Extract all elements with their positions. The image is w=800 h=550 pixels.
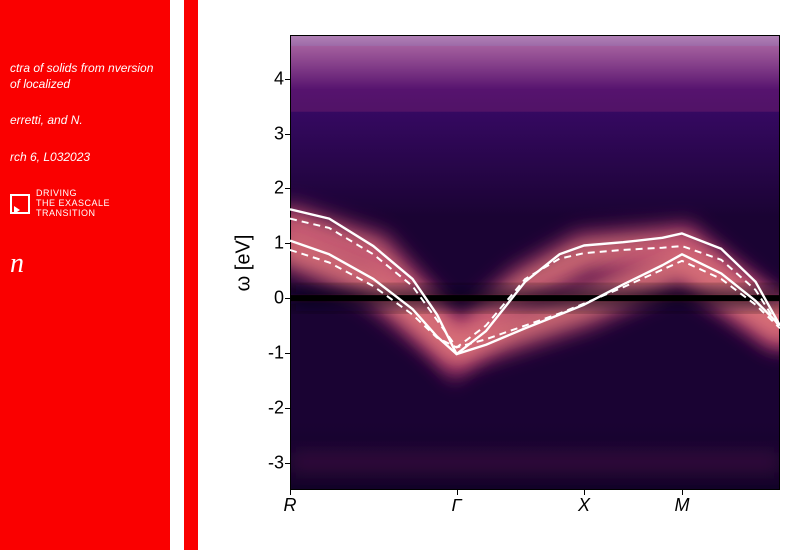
- x-tick-mark: [682, 490, 683, 495]
- x-tick-label: M: [675, 495, 690, 516]
- sidebar-panel: ctra of solids from nversion of localize…: [0, 0, 170, 550]
- logo-tagline: DRIVING THE EXASCALE TRANSITION: [36, 189, 110, 219]
- spectral-chart: ω [eV] -3 -2 -1 0 1 2 3 4 R Γ X M: [230, 15, 790, 535]
- paper-title: ctra of solids from nversion of localize…: [10, 60, 160, 92]
- paper-reference: rch 6, L032023: [10, 149, 160, 165]
- y-tick-mark: [285, 353, 290, 354]
- y-tick-label: -1: [254, 342, 284, 363]
- y-tick-mark: [285, 79, 290, 80]
- x-tick-mark: [457, 490, 458, 495]
- plot-frame: ω [eV] -3-2-101234RΓXM: [290, 35, 780, 490]
- logo-icon: [10, 194, 30, 214]
- max-logo: DRIVING THE EXASCALE TRANSITION: [10, 189, 160, 219]
- y-tick-mark: [285, 408, 290, 409]
- signature: n: [10, 248, 160, 280]
- y-tick-label: 1: [254, 233, 284, 254]
- y-tick-label: -3: [254, 452, 284, 473]
- y-tick-mark: [285, 134, 290, 135]
- heatmap-canvas: [290, 35, 780, 490]
- y-axis-label: ω [eV]: [233, 234, 256, 291]
- y-tick-mark: [285, 463, 290, 464]
- x-tick-mark: [290, 490, 291, 495]
- red-stripe: [184, 0, 198, 550]
- y-tick-label: 3: [254, 123, 284, 144]
- x-tick-mark: [584, 490, 585, 495]
- y-tick-label: 0: [254, 288, 284, 309]
- y-tick-mark: [285, 243, 290, 244]
- y-tick-mark: [285, 188, 290, 189]
- x-tick-label: Γ: [451, 495, 461, 516]
- x-tick-label: X: [578, 495, 590, 516]
- paper-authors: erretti, and N.: [10, 112, 160, 128]
- y-tick-label: 2: [254, 178, 284, 199]
- y-tick-label: 4: [254, 68, 284, 89]
- y-tick-label: -2: [254, 397, 284, 418]
- y-tick-mark: [285, 298, 290, 299]
- x-tick-label: R: [284, 495, 297, 516]
